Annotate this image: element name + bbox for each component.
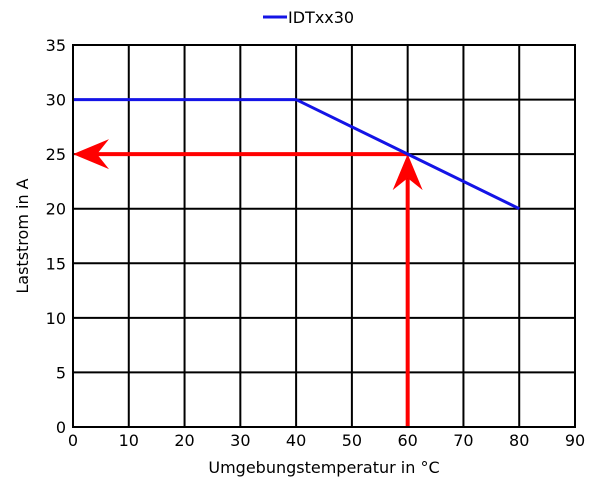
y-tick-label: 10 — [46, 309, 66, 328]
y-tick-label: 5 — [56, 363, 66, 382]
x-tick-label: 60 — [397, 431, 417, 450]
y-tick-label: 25 — [46, 145, 66, 164]
y-tick-label: 0 — [56, 418, 66, 437]
x-axis-label: Umgebungstemperatur in °C — [208, 458, 439, 477]
x-tick-label: 70 — [453, 431, 473, 450]
series-layer — [73, 98, 520, 211]
series-line-idtxx30 — [73, 98, 520, 211]
y-tick-label: 35 — [46, 36, 66, 55]
legend: IDTxx30 — [263, 8, 354, 27]
x-tick-label: 40 — [286, 431, 306, 450]
x-tick-label: 0 — [68, 431, 78, 450]
y-tick-label: 30 — [46, 91, 66, 110]
x-tick-label: 30 — [230, 431, 250, 450]
x-tick-labels: 0 10 20 30 40 50 60 70 80 90 — [68, 431, 585, 450]
y-tick-label: 20 — [46, 200, 66, 219]
x-tick-label: 90 — [565, 431, 585, 450]
plot-frame — [72, 44, 576, 428]
legend-label-idtxx30: IDTxx30 — [288, 8, 354, 27]
annotation-arrow-head-2 — [73, 139, 109, 170]
y-tick-labels: 0 5 10 15 20 25 30 35 — [46, 36, 66, 437]
y-axis-label: Laststrom in A — [13, 178, 32, 293]
y-tick-label: 15 — [46, 254, 66, 273]
x-tick-label: 10 — [119, 431, 139, 450]
x-tick-label: 20 — [174, 431, 194, 450]
grid — [72, 44, 576, 428]
x-tick-label: 50 — [342, 431, 362, 450]
annotation-arrows — [73, 139, 423, 427]
annotation-arrow-head-1 — [392, 154, 423, 191]
x-tick-label: 80 — [509, 431, 529, 450]
